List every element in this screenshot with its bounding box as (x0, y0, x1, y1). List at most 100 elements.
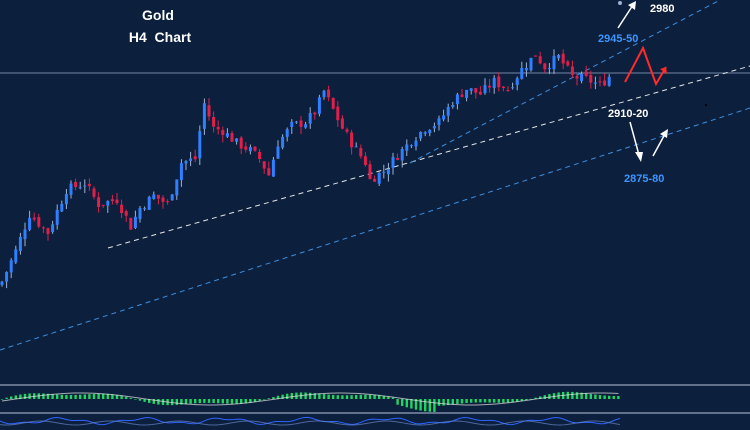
oscillator-bar (217, 399, 220, 404)
oscillator-bar (189, 399, 192, 404)
candle-body (14, 249, 18, 263)
candle-body (55, 210, 59, 225)
candle-body (377, 172, 381, 184)
candle-body (400, 148, 404, 161)
oscillator-bar (97, 393, 100, 399)
candle-body (501, 86, 505, 88)
candle-body (428, 129, 432, 134)
candle-body (566, 61, 570, 66)
candle-body (575, 76, 579, 79)
oscillator-bar (497, 399, 500, 403)
oscillator-bar (373, 394, 376, 399)
oscillator-bar (594, 394, 597, 399)
candle-body (23, 229, 27, 240)
oscillator-bar (433, 399, 436, 412)
oscillator-bar (401, 399, 404, 407)
candle-body (46, 228, 50, 234)
oscillator-bar (502, 399, 505, 403)
oscillator-bar (511, 399, 514, 403)
oscillator-bar (589, 393, 592, 399)
oscillator-bar (424, 399, 427, 412)
oscillator-bar (14, 395, 17, 399)
oscillator-bar (364, 394, 367, 399)
oscillator-bar (161, 399, 165, 405)
oscillator-bar (157, 399, 160, 405)
candle-body (28, 217, 32, 230)
candle-body (478, 91, 482, 95)
oscillator-bar (405, 399, 408, 408)
arrow-down-2875-head (635, 152, 643, 162)
oscillator-bar (240, 399, 243, 404)
oscillator-bar (253, 399, 257, 402)
candle-body (359, 148, 363, 157)
candle-body (511, 87, 515, 89)
candle-body (290, 121, 294, 127)
oscillator-bar (0, 399, 4, 400)
candle-body (41, 227, 45, 229)
candle-body (368, 164, 372, 179)
oscillator-bar (525, 399, 528, 400)
candle-body (198, 131, 202, 159)
candle-body (603, 80, 607, 86)
candle-body (156, 194, 160, 199)
oscillator-bar (350, 395, 353, 399)
oscillator-bar (23, 393, 27, 399)
lower-indicator-line (0, 416, 621, 426)
oscillator-bar (148, 399, 151, 403)
candle-body (166, 201, 170, 203)
candle-body (543, 63, 547, 70)
candle-body (584, 71, 588, 76)
candle-body (9, 260, 13, 273)
oscillator-bar (391, 397, 395, 399)
oscillator-bar (19, 394, 22, 399)
oscillator-signal-line (1, 392, 619, 406)
oscillator-bar (198, 399, 201, 404)
candle-body (64, 193, 68, 205)
arrow-down-2875 (629, 121, 640, 156)
oscillator-bar (456, 399, 459, 405)
candle-body (336, 106, 340, 121)
oscillator-bar (129, 398, 132, 399)
candle-body (506, 89, 510, 91)
oscillator-bar (571, 391, 574, 399)
oscillator-bar (221, 399, 224, 404)
oscillator-bar (368, 394, 372, 399)
candle-body (391, 157, 395, 168)
oscillator-bar (442, 399, 445, 406)
oscillator-bar (612, 395, 615, 399)
candle-body (552, 55, 556, 70)
oscillator-bar (465, 399, 468, 404)
chart-subtitle: H4 Chart (129, 29, 192, 45)
candle-body (580, 73, 584, 81)
candle-body (230, 133, 234, 142)
oscillator-bar (207, 399, 211, 403)
candle-body (423, 132, 427, 134)
oscillator-bar (548, 394, 551, 399)
marker-dot-small (705, 104, 707, 106)
oscillator-bar (230, 399, 234, 404)
chart-title: Gold (142, 7, 174, 23)
candle-body (133, 216, 137, 228)
candle-body (520, 67, 524, 79)
oscillator-bar (378, 395, 381, 399)
candles-group (0, 49, 611, 289)
oscillator-bar (474, 399, 477, 403)
oscillator-bar (106, 393, 109, 399)
candle-body (161, 197, 165, 202)
candle-body (557, 54, 561, 59)
candle-body (382, 171, 386, 173)
candle-body (120, 204, 124, 214)
candle-body (115, 199, 119, 204)
candle-body (409, 145, 413, 147)
candle-body (469, 88, 473, 91)
candle-body (244, 146, 248, 150)
oscillator-bar (617, 395, 620, 399)
candle-body (432, 125, 436, 129)
candle-body (143, 208, 147, 210)
oscillator-bar (180, 399, 183, 405)
oscillator-bar (212, 399, 215, 404)
oscillator-bar (428, 399, 431, 412)
oscillator-bar (470, 399, 473, 403)
oscillator-bar (69, 395, 73, 399)
